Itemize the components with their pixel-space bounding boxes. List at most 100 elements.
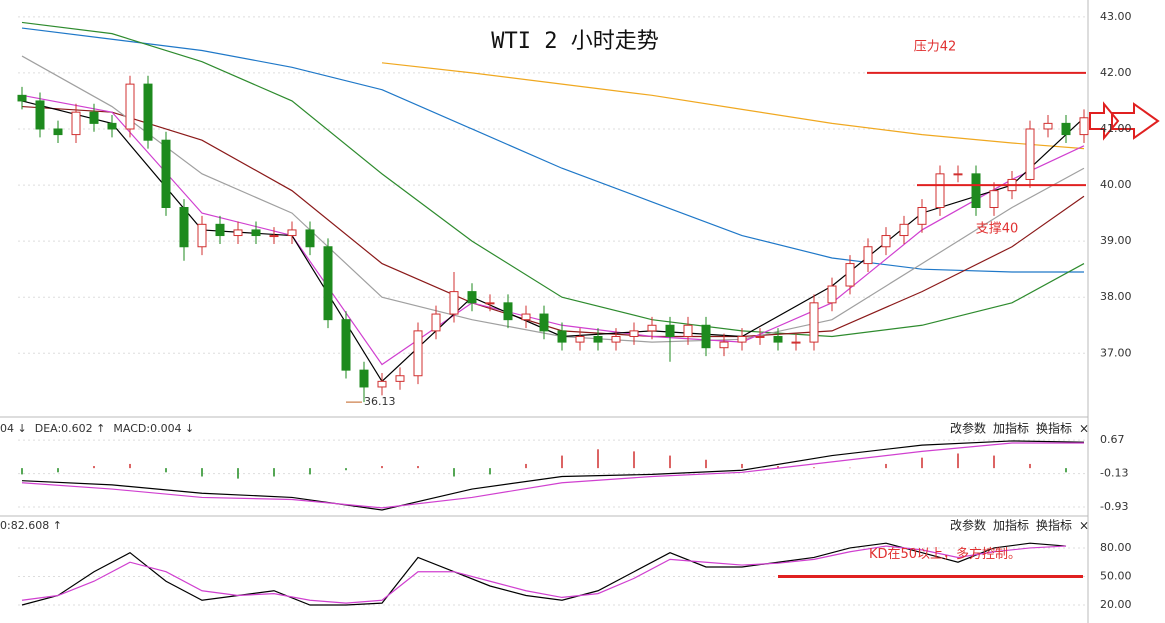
candle-body [881,235,891,248]
candle-body [53,128,63,136]
candle-body [899,223,909,237]
candle-body [125,83,135,130]
indicator-header: MACD:0.004 ↓ [113,422,194,435]
candle-body [989,190,999,208]
candle-body [341,319,351,371]
candle-body [917,207,927,225]
candle-body [1025,128,1035,180]
indicator-header: 04 ↓ [0,422,27,435]
line-series [21,21,1085,338]
candle-body [359,369,369,388]
candle-body [665,324,675,337]
indicator-header: DEA:0.602 ↑ [35,422,106,435]
toolbar-button[interactable]: 改参数 [950,421,986,436]
candle-body [287,229,297,237]
y-tick-label: 40.00 [1100,178,1132,191]
line-series [21,545,1067,604]
y-tick-label: 80.00 [1100,541,1132,554]
candle-body [251,229,261,237]
candle-body [413,330,423,377]
candle-body [143,83,153,141]
candle-body [449,291,459,315]
y-tick-label: 41.00 [1100,122,1132,135]
candle-body [953,173,963,176]
candle-body [305,229,315,248]
toolbar-button[interactable]: × [1079,519,1089,533]
candle-body [827,285,837,304]
candle-body [791,341,801,344]
candle-body [35,100,45,130]
toolbar-button[interactable]: × [1079,422,1089,436]
candle-body [575,335,585,343]
candle-body [935,173,945,208]
candle-body [71,111,81,136]
chart-title: WTI 2 小时走势 [491,29,658,54]
toolbar-button[interactable]: 换指标 [1036,421,1072,436]
y-tick-label: 20.00 [1100,598,1132,611]
candle-body [845,263,855,287]
candle-body [17,94,27,102]
candle-body [593,335,603,343]
toolbar-button[interactable]: 加指标 [993,518,1029,533]
line-series [21,542,1067,606]
candle-body [719,341,729,349]
toolbar-button[interactable]: 换指标 [1036,518,1072,533]
level-label: KD在50以上，多方控制。 [869,546,1021,562]
candle-body [809,302,819,343]
candle-body [269,235,279,238]
line-series [21,442,1084,509]
y-tick-label: 37.00 [1100,346,1132,359]
candle-body [377,380,387,388]
candle-body [539,313,549,332]
candle-body [701,324,711,349]
y-tick-label: -0.13 [1100,467,1128,480]
candle-body [1061,122,1071,136]
candle-body [521,313,531,321]
candle-body [215,223,225,237]
candle-body [647,324,657,332]
toolbar-button[interactable]: 加指标 [993,421,1029,436]
candle-body [557,330,567,343]
candle-body [233,229,243,237]
indicator-header: 0:82.608 ↑ [0,519,62,532]
candle-body [629,330,639,337]
candle-body [467,291,477,304]
y-tick-label: 38.00 [1100,290,1132,303]
line-series [21,27,1084,273]
level-label: 支撑40 [976,222,1019,237]
y-tick-label: 43.00 [1100,10,1132,23]
candle-body [503,302,513,321]
candle-body [89,111,99,124]
y-tick-label: 50.00 [1100,569,1132,582]
candle-body [161,139,171,208]
y-tick-label: 42.00 [1100,66,1132,79]
candle-body [863,246,873,265]
candle-body [1079,117,1089,136]
low-label: 36.13 [364,395,396,408]
candle-body [971,173,981,208]
toolbar-button[interactable]: 改参数 [950,518,986,533]
candle-body [737,335,747,343]
candle-body [611,335,621,343]
line-series [21,440,1085,511]
candle-body [431,313,441,332]
line-series [381,62,1085,150]
candle-body [323,246,333,321]
candle-body [755,335,765,338]
candle-body [197,223,207,248]
candle-body [107,122,117,130]
candle-body [179,207,189,248]
y-tick-label: 39.00 [1100,234,1132,247]
candle-body [485,302,495,305]
level-label: 压力42 [914,39,957,54]
y-tick-label: 0.67 [1100,433,1125,446]
candle-body [773,335,783,343]
arrow-icon [1089,101,1160,141]
y-tick-label: -0.93 [1100,500,1128,513]
line-series [21,55,1085,343]
candle-body [1043,122,1053,130]
candle-body [683,324,693,337]
candle-body [395,375,405,382]
